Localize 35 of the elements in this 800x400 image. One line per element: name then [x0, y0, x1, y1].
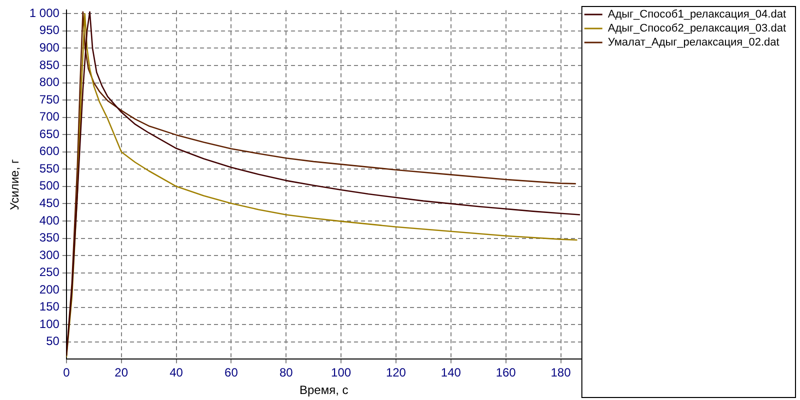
y-tick-label: 1 000 — [29, 6, 60, 20]
x-tick-label: 20 — [114, 366, 128, 380]
x-axis-title: Время, с — [300, 383, 348, 398]
y-tick-label: 550 — [39, 161, 60, 176]
y-tick-label: 450 — [39, 196, 60, 210]
y-tick-label: 800 — [39, 75, 60, 90]
legend-label: Адыг_Способ2_релаксация_03.dat — [608, 22, 786, 35]
y-tick-label: 700 — [39, 110, 60, 124]
y-tick-label: 150 — [39, 300, 60, 314]
x-tick-label: 120 — [386, 366, 406, 380]
y-tick-label: 100 — [39, 316, 60, 331]
y-tick-label: 350 — [39, 230, 60, 245]
y-tick-label: 900 — [39, 40, 60, 55]
x-tick-label: 180 — [550, 366, 572, 380]
y-tick-label: 200 — [39, 282, 60, 296]
x-tick-label: 60 — [224, 366, 238, 380]
x-tick-label: 140 — [440, 366, 462, 380]
y-tick-label: 500 — [39, 178, 60, 193]
y-tick-label: 50 — [46, 334, 60, 348]
y-tick-label: 950 — [39, 23, 60, 38]
y-tick-label: 250 — [39, 265, 60, 280]
legend-label: Адыг_Способ1_релаксация_04.dat — [608, 8, 786, 21]
y-tick-label: 650 — [39, 126, 60, 141]
y-tick-label: 850 — [39, 58, 60, 72]
x-tick-label: 0 — [63, 366, 70, 380]
y-tick-label: 300 — [39, 248, 60, 262]
x-tick-label: 100 — [331, 366, 352, 380]
y-tick-label: 750 — [39, 92, 60, 106]
x-tick-label: 40 — [170, 366, 184, 380]
y-tick-label: 600 — [39, 144, 60, 158]
y-axis-title: Усилие, г — [8, 158, 22, 210]
x-tick-label: 80 — [279, 366, 294, 380]
y-tick-label: 400 — [39, 213, 60, 228]
legend-label: Умалат_Адыг_релаксация_02.dat — [608, 36, 780, 49]
x-tick-label: 160 — [496, 366, 516, 380]
